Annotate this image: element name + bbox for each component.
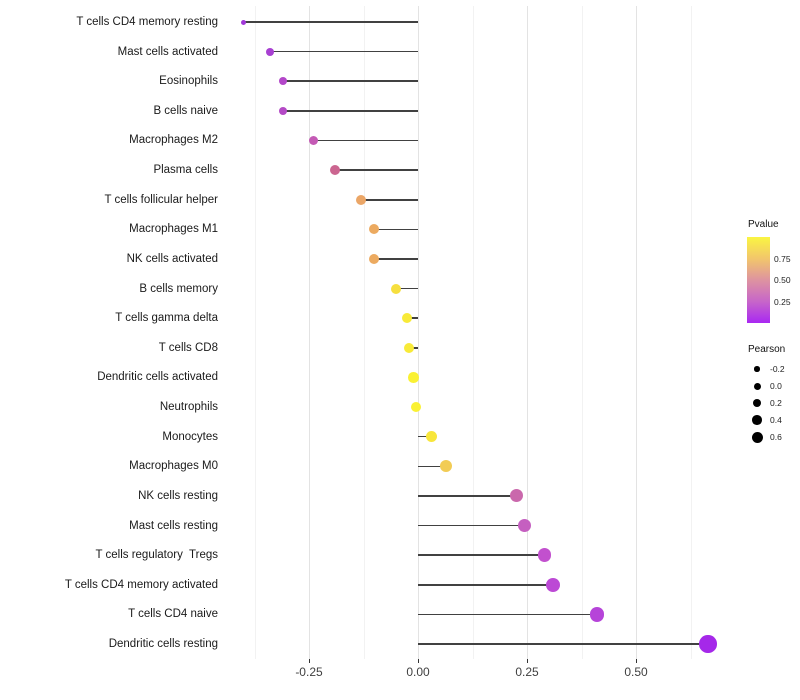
lollipop-stick: [396, 287, 418, 290]
pearson-legend-label: 0.0: [770, 381, 782, 391]
minor-gridline: [254, 6, 256, 659]
lollipop-stick: [418, 583, 554, 586]
lollipop-dot: [369, 253, 380, 264]
y-axis-label: T cells CD4 memory activated: [64, 578, 218, 591]
y-axis-label: Macrophages M0: [129, 460, 218, 473]
lollipop-dot: [537, 548, 552, 562]
y-axis-label: NK cells activated: [126, 252, 218, 265]
lollipop-dot: [410, 401, 422, 413]
major-gridline: [527, 6, 528, 659]
y-axis-label: Eosinophils: [159, 75, 218, 88]
minor-gridline: [581, 6, 583, 659]
pearson-legend-title: Pearson: [748, 344, 786, 355]
lollipop-stick: [335, 169, 418, 171]
y-axis-label: Macrophages M2: [129, 134, 218, 147]
x-axis-tick: [418, 659, 419, 663]
y-axis-label: T cells CD8: [158, 341, 218, 354]
y-axis-label: B cells naive: [153, 104, 218, 117]
minor-gridline: [472, 6, 474, 659]
y-axis-label: T cells CD4 naive: [128, 608, 218, 621]
lollipop-stick: [418, 643, 708, 645]
x-axis-tick: [527, 659, 528, 663]
x-axis-tick-label: 0.25: [515, 665, 539, 679]
lollipop-dot: [546, 577, 561, 592]
lollipop-stick: [282, 80, 418, 83]
y-axis-label: B cells memory: [139, 282, 218, 295]
lollipop-stick: [418, 554, 545, 556]
y-axis-label: NK cells resting: [138, 489, 218, 502]
colorbar-tick-label: 0.75: [774, 253, 791, 264]
y-axis-label: Neutrophils: [159, 401, 218, 414]
lollipop-stick: [282, 110, 418, 112]
y-axis-label: Plasma cells: [153, 164, 218, 177]
lollipop-stick: [243, 21, 418, 23]
lollipop-dot: [369, 224, 380, 235]
y-axis-label: Mast cells resting: [129, 519, 218, 532]
major-gridline: [418, 6, 419, 659]
pearson-legend-label: 0.2: [770, 398, 782, 408]
lollipop-dot: [278, 106, 288, 116]
y-axis-label: Monocytes: [162, 430, 218, 443]
lollipop-stick: [361, 198, 418, 201]
lollipop-stick: [374, 258, 418, 260]
y-axis-label: Macrophages M1: [129, 223, 218, 236]
x-axis-tick-label: 0.50: [624, 665, 648, 679]
pearson-legend-label: -0.2: [770, 364, 785, 374]
pearson-legend-label: 0.6: [770, 432, 782, 442]
lollipop-dot: [278, 77, 287, 86]
lollipop-stick: [418, 524, 525, 527]
pvalue-legend-title: Pvalue: [748, 219, 779, 230]
y-axis-label: T cells CD4 memory resting: [76, 16, 218, 28]
lollipop-stick: [418, 613, 597, 616]
pearson-legend-dot: [754, 366, 760, 372]
y-axis-label: Mast cells activated: [117, 45, 218, 58]
lollipop-stick: [407, 317, 418, 319]
lollipop-dot: [241, 19, 247, 25]
lollipop-dot: [509, 489, 523, 503]
lollipop-dot: [330, 165, 341, 176]
lollipop-dot: [425, 431, 437, 443]
y-axis-label: Dendritic cells resting: [108, 638, 218, 651]
lollipop-stick: [374, 228, 418, 231]
lollipop-dot: [440, 460, 453, 473]
x-axis-tick-label: 0.00: [406, 665, 430, 679]
pvalue-colorbar: [747, 237, 770, 323]
colorbar-tick-label: 0.50: [774, 275, 791, 285]
lollipop-dot: [391, 283, 402, 294]
pearson-legend-label: 0.4: [770, 415, 782, 425]
lollipop-dot: [356, 194, 367, 205]
lollipop-stick: [269, 50, 418, 53]
major-gridline: [309, 6, 310, 659]
lollipop-dot: [699, 635, 717, 653]
lollipop-stick: [418, 435, 432, 438]
lollipop-dot: [589, 607, 604, 622]
x-axis-tick-label: -0.25: [295, 665, 323, 679]
lollipop-dot: [402, 313, 413, 324]
minor-gridline: [690, 6, 692, 659]
lollipop-dot: [308, 135, 319, 146]
pearson-legend-dot: [752, 415, 762, 425]
y-axis-label: Dendritic cells activated: [97, 371, 218, 384]
minor-gridline: [363, 6, 365, 659]
pearson-legend-dot: [751, 431, 763, 443]
lollipop-stick: [418, 465, 447, 468]
lollipop-dot: [404, 342, 415, 353]
colorbar-tick-label: 0.25: [774, 296, 791, 307]
major-gridline: [636, 6, 637, 659]
lollipop-stick: [313, 139, 418, 142]
pearson-legend-dot: [753, 382, 761, 390]
pearson-legend-dot: [753, 399, 761, 407]
y-axis-label: T cells follicular helper: [104, 193, 218, 206]
lollipop-stick: [418, 495, 517, 497]
y-axis-label: T cells regulatory Tregs: [95, 549, 218, 562]
x-axis-tick: [636, 659, 637, 663]
lollipop-dot: [518, 519, 532, 533]
lollipop-dot: [265, 47, 274, 56]
x-axis-tick: [309, 659, 310, 663]
lollipop-dot: [408, 372, 419, 383]
y-axis-label: T cells gamma delta: [115, 312, 218, 325]
